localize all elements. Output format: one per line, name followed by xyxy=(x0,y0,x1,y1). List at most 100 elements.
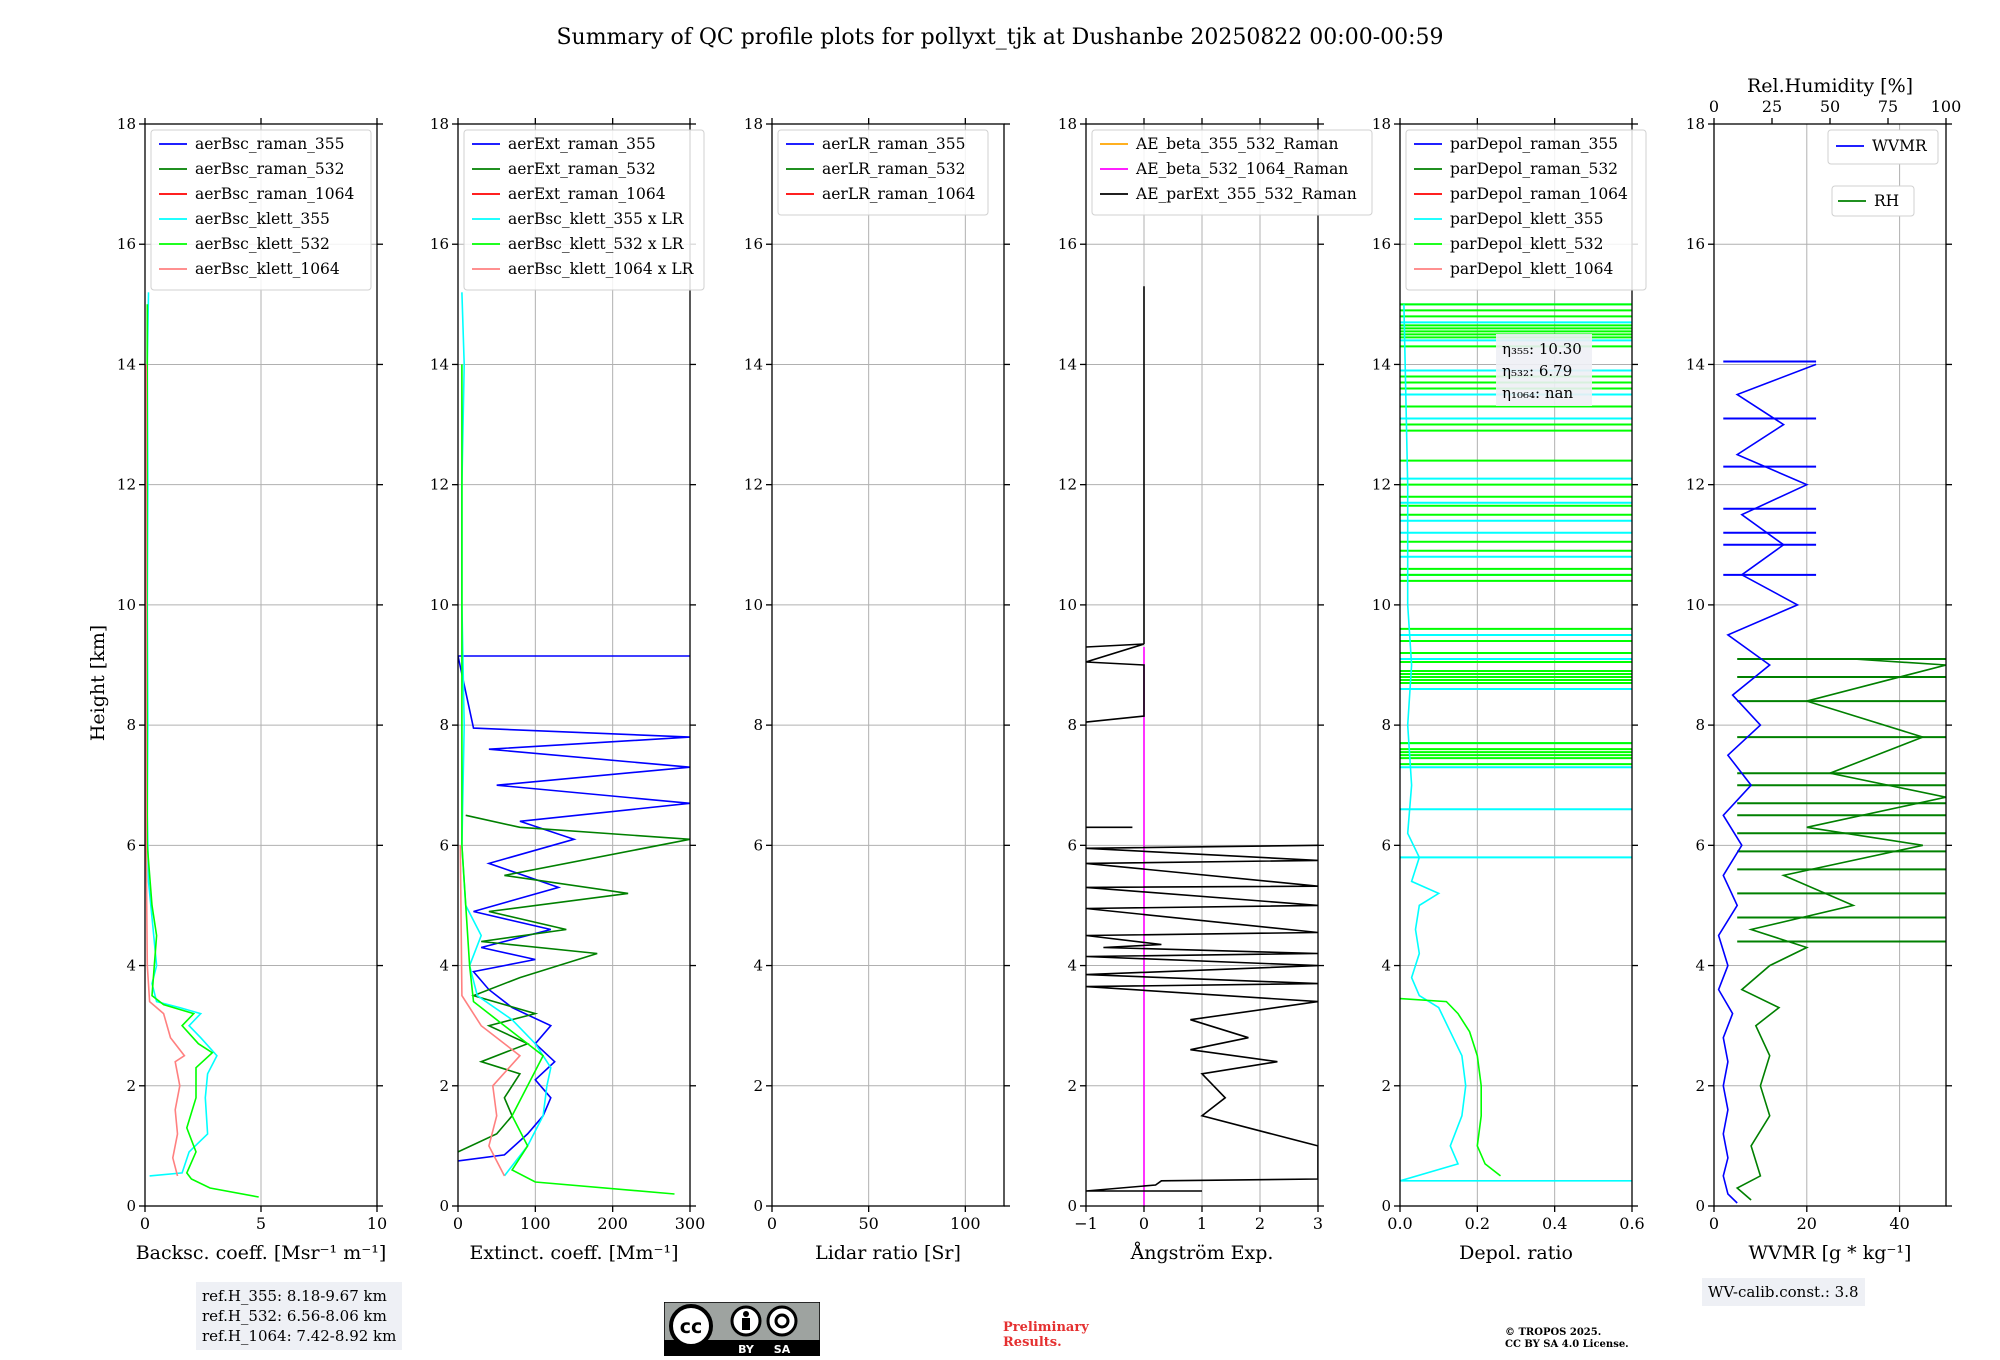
x-tick-labels: 0 100 200 300 xyxy=(453,1214,705,1233)
copyright-line1: © TROPOS 2025. xyxy=(1505,1327,1602,1338)
xtick-label-1: 0 xyxy=(1139,1214,1149,1233)
legend-frame xyxy=(1405,129,1647,291)
plot-frame xyxy=(1399,123,1633,1207)
ytick-label-6: 6 xyxy=(1381,836,1391,854)
ytick-label-4: 4 xyxy=(1695,957,1705,975)
ytick-label-12: 12 xyxy=(1058,476,1077,494)
xtick-label-0: 0 xyxy=(767,1214,777,1233)
series-aerBsc_klett_355 xyxy=(146,292,218,1177)
series-RH xyxy=(1735,658,1946,1201)
eta-355: η₃₅₅: 10.30 xyxy=(1502,340,1582,358)
cc-icon xyxy=(669,1304,713,1348)
ytick-label-14: 14 xyxy=(117,355,136,373)
legend-frame-rh xyxy=(1831,185,1915,217)
series-WVMR xyxy=(1717,363,1817,1204)
legend-entry-3: parDepol_klett_355 xyxy=(1450,210,1603,228)
ytick-label-8: 8 xyxy=(1381,716,1391,734)
y-gridlines xyxy=(772,123,1004,1207)
series-AE_parExt_355_532_Raman xyxy=(1086,844,1318,1192)
y-ticks xyxy=(1080,123,1324,1207)
ytick-label-2: 2 xyxy=(439,1077,449,1095)
panel-3: 0 2 4 6 8 10 12 14 16 18 0 50 100 Lidar ratio [Sr] aer… xyxy=(744,115,1010,1264)
x-ticks xyxy=(771,118,966,1212)
xtick-label-2: 200 xyxy=(597,1214,628,1233)
ytick-label-8: 8 xyxy=(753,716,763,734)
copyright-note: © TROPOS 2025. CC BY SA 4.0 License. xyxy=(1505,1327,1629,1351)
x-ticks xyxy=(1399,118,1633,1212)
legend-entry-1: aerLR_raman_532 xyxy=(822,160,965,178)
legend-entry-4: aerBsc_klett_532 xyxy=(195,235,330,253)
xtick-label-1: 0.2 xyxy=(1465,1214,1490,1233)
copyright-line2: CC BY SA 4.0 License. xyxy=(1505,1339,1629,1350)
legend-entry-0: WVMR xyxy=(1872,137,1928,155)
ytick-label-0: 0 xyxy=(1067,1197,1077,1215)
ytick-label-6: 6 xyxy=(1067,836,1077,854)
preliminary-line2: Results. xyxy=(1003,1335,1062,1350)
x-ticks xyxy=(1713,1206,1901,1212)
xtick-label-3: 0.6 xyxy=(1619,1214,1644,1233)
ytick-label-12: 12 xyxy=(1372,476,1391,494)
ytick-label-6: 6 xyxy=(439,836,449,854)
xtick-label-4: 3 xyxy=(1313,1214,1323,1233)
x2-ticks xyxy=(1713,118,1947,124)
cc-sa-text: SA xyxy=(774,1343,791,1356)
legend: parDepol_raman_355 parDepol_raman_532 parD… xyxy=(1405,129,1647,291)
legend-entry-2: AE_parExt_355_532_Raman xyxy=(1135,185,1357,203)
plot-frame xyxy=(1713,123,1947,1207)
plot-frame xyxy=(457,123,691,1207)
ytick-label-8: 8 xyxy=(1695,716,1705,734)
y-gridlines xyxy=(1714,123,1946,1207)
ytick-label-2: 2 xyxy=(1381,1077,1391,1095)
legend-entry-3: aerBsc_klett_355 xyxy=(195,210,330,228)
series-aerExt_raman_355 xyxy=(458,655,690,1162)
ytick-label-14: 14 xyxy=(1058,355,1077,373)
legend-entry-4: aerBsc_klett_532 x LR xyxy=(508,235,685,253)
ytick-label-0: 0 xyxy=(439,1197,449,1215)
legend-entry-1: RH xyxy=(1874,192,1899,210)
ytick-label-12: 12 xyxy=(744,476,763,494)
legend-entry-2: aerLR_raman_1064 xyxy=(822,185,975,203)
panel-1: 0 2 4 6 8 10 12 14 16 18 0 5 10 Backsc. coeff. [Msr⁻¹… xyxy=(117,115,387,1264)
ytick-label-10: 10 xyxy=(117,596,136,614)
hline-group-green xyxy=(1737,657,1946,943)
xtick-label-1: 100 xyxy=(520,1214,551,1233)
ytick-label-18: 18 xyxy=(117,115,136,133)
x-axis-label: Lidar ratio [Sr] xyxy=(815,1242,961,1264)
data-layer xyxy=(458,292,690,1195)
y-ticks xyxy=(766,123,1010,1207)
ytick-label-12: 12 xyxy=(430,476,449,494)
x-gridlines xyxy=(771,124,966,1206)
ytick-label-0: 0 xyxy=(753,1197,763,1215)
legend: aerBsc_raman_355 aerBsc_raman_532 aerBsc_r… xyxy=(150,129,372,291)
legend-entry-5: parDepol_klett_1064 xyxy=(1450,260,1613,278)
legend-frame xyxy=(1091,129,1373,216)
ytick-label-18: 18 xyxy=(1058,115,1077,133)
ytick-label-16: 16 xyxy=(117,235,136,253)
ytick-label-4: 4 xyxy=(1067,957,1077,975)
legend-frame-wvmr xyxy=(1827,129,1939,165)
x2tick-label-0: 0 xyxy=(1709,97,1719,116)
y-tick-labels: 0 2 4 6 8 10 12 14 16 18 xyxy=(1686,115,1705,1215)
ytick-label-2: 2 xyxy=(1067,1077,1077,1095)
x-tick-labels: −1 0 1 2 3 xyxy=(1074,1214,1323,1233)
xtick-label-1: 5 xyxy=(256,1214,266,1233)
ref-height-355: ref.H_355: 8.18-9.67 km xyxy=(202,1287,387,1305)
series-aerBsc_klett_532 xyxy=(146,304,259,1198)
x-tick-labels: 0 5 10 xyxy=(140,1214,387,1233)
legend-entry-3: aerBsc_klett_355 x LR xyxy=(508,210,685,228)
ytick-label-10: 10 xyxy=(1686,596,1705,614)
ytick-label-0: 0 xyxy=(1381,1197,1391,1215)
share-alike-icon xyxy=(766,1305,798,1337)
x-ticks xyxy=(144,118,378,1212)
ytick-label-18: 18 xyxy=(744,115,763,133)
legend-entry-4: parDepol_klett_532 xyxy=(1450,235,1603,253)
y-tick-labels: 0 2 4 6 8 10 12 14 16 18 xyxy=(1372,115,1391,1215)
legend: WVMR RH xyxy=(1827,129,1939,217)
x-ticks xyxy=(1085,118,1319,1212)
ytick-label-18: 18 xyxy=(430,115,449,133)
data-layer xyxy=(1400,303,1632,1182)
eta-annotation: η₃₅₅: 10.30 η₅₃₂: 6.79 η₁₀₆₄: nan xyxy=(1496,334,1592,406)
legend-entry-2: parDepol_raman_1064 xyxy=(1450,185,1628,203)
x-ticks xyxy=(457,118,691,1212)
